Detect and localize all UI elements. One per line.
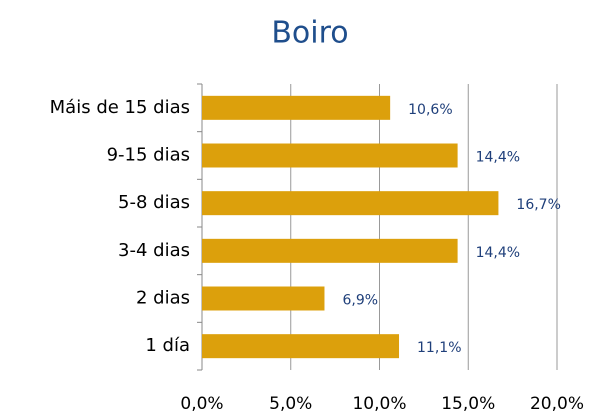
y-tick-label: 1 día bbox=[145, 335, 190, 356]
y-tick-label: 3-4 dias bbox=[118, 240, 190, 261]
bar bbox=[202, 143, 458, 168]
bar bbox=[202, 238, 458, 263]
x-tick-label: 10,0% bbox=[352, 394, 406, 414]
y-tick-label: 2 dias bbox=[136, 288, 190, 309]
bar bbox=[202, 334, 400, 359]
y-tick-label: Máis de 15 dias bbox=[50, 97, 190, 118]
x-tick-label: 5,0% bbox=[269, 394, 312, 414]
bar bbox=[202, 95, 391, 120]
value-label: 16,7% bbox=[516, 197, 560, 213]
y-tick-label: 5-8 dias bbox=[118, 192, 190, 213]
value-label: 14,4% bbox=[476, 150, 520, 166]
value-label: 10,6% bbox=[408, 102, 452, 118]
value-label: 11,1% bbox=[417, 340, 461, 356]
bar bbox=[202, 286, 325, 311]
x-tick-label: 0,0% bbox=[180, 394, 223, 414]
chart-title: Boiro bbox=[271, 16, 348, 51]
bar bbox=[202, 191, 499, 216]
x-tick-label: 20,0% bbox=[530, 394, 584, 414]
x-tick-label: 15,0% bbox=[441, 394, 495, 414]
value-label: 6,9% bbox=[342, 293, 378, 309]
y-tick-label: 9-15 dias bbox=[107, 145, 190, 166]
value-label: 14,4% bbox=[476, 245, 520, 261]
